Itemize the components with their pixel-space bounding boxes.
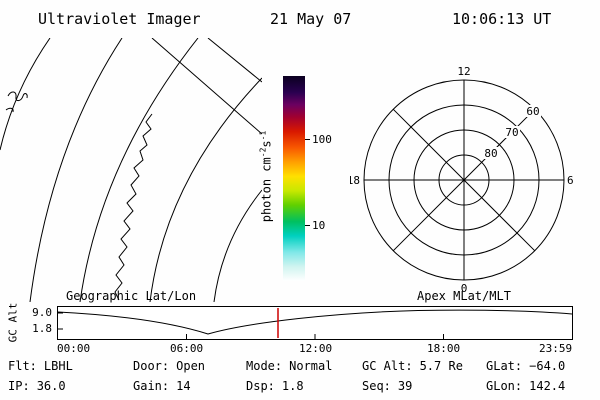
altitude-curve <box>58 309 572 335</box>
mlat-label-60: 60 <box>526 105 539 118</box>
header-time: 10:06:13 UT <box>452 10 552 28</box>
status-glon-value: 142.4 <box>529 379 566 393</box>
coastline-fragment <box>5 91 28 113</box>
page-title: Ultraviolet Imager <box>38 10 201 28</box>
status-door: Door: Open <box>133 359 205 373</box>
status-gain-key: Gain: <box>133 379 170 393</box>
label-mask <box>504 126 520 138</box>
geographic-map <box>0 38 262 302</box>
grid-arc <box>29 38 123 302</box>
status-gain-value: 14 <box>176 379 191 393</box>
status-ip-key: IP: <box>8 379 30 393</box>
status-ip: IP: 36.0 <box>8 379 66 393</box>
status-flt-value: LBHL <box>43 359 73 373</box>
strip-xtick-0: 00:00 <box>57 342 91 355</box>
grid-arc <box>149 77 262 302</box>
status-door-key: Door: <box>133 359 170 373</box>
mlat-label-70: 70 <box>505 126 518 139</box>
grid-meridian <box>151 38 262 135</box>
polar-caption: Apex MLat/MLT <box>417 289 511 303</box>
grid-meridian <box>207 38 262 83</box>
status-mode-value: Normal <box>289 359 333 373</box>
colorbar-label-sup1: -2 <box>258 147 268 158</box>
altitude-chart <box>57 306 573 340</box>
colorbar-label-sup2: -1 <box>258 130 268 141</box>
status-glat: GLat: −64.0 <box>486 359 565 373</box>
colorbar-label: photon cm-2s-1 <box>259 112 274 242</box>
colorbar-label-mid: s <box>259 140 274 148</box>
status-dsp: Dsp: 1.8 <box>246 379 304 393</box>
status-seq: Seq: 39 <box>362 379 412 393</box>
status-gcalt-key: GC Alt: <box>362 359 413 373</box>
colorbar-tick-lower: 10 <box>312 219 326 232</box>
grid-arc <box>79 38 199 302</box>
status-gain: Gain: 14 <box>133 379 191 393</box>
grid-arc <box>0 38 51 151</box>
label-mask <box>483 147 499 159</box>
status-dsp-value: 1.8 <box>281 379 304 393</box>
strip-xtick-4: 23:59 <box>539 342 573 355</box>
strip-xtick-3: 18:00 <box>427 342 461 355</box>
header-date: 21 May 07 <box>270 10 352 28</box>
status-glon: GLon: 142.4 <box>486 379 565 393</box>
status-seq-value: 39 <box>397 379 413 393</box>
colorbar-label-prefix: photon cm <box>259 157 274 223</box>
status-gcalt: GC Alt: 5.7 Re <box>362 359 463 373</box>
mlt-label-18: 18 <box>350 174 360 187</box>
mlat-label-80: 80 <box>484 147 497 160</box>
colorbar-tickmark-upper <box>305 139 310 140</box>
map-caption: Geographic Lat/Lon <box>66 289 197 303</box>
mlt-label-6: 6 <box>567 174 574 187</box>
altitude-chart-plot <box>58 308 572 339</box>
status-flt-key: Flt: <box>8 359 37 373</box>
strip-xtick-2: 12:00 <box>299 342 333 355</box>
colorbar-gradient <box>283 76 305 281</box>
strip-ylabel: GC Alt <box>6 302 20 343</box>
label-mask <box>525 105 541 117</box>
mlt-label-0: 0 <box>461 282 468 294</box>
grid-arc <box>213 189 262 302</box>
coastline <box>114 113 153 301</box>
status-door-value: Open <box>176 359 206 373</box>
status-ip-value: 36.0 <box>36 379 66 393</box>
polar-grid: 80 70 60 12 18 6 0 <box>350 66 574 294</box>
strip-xtick-1: 06:00 <box>170 342 204 355</box>
status-glat-key: GLat: <box>486 359 523 373</box>
strip-ytick-lower: 1.8 <box>32 322 52 335</box>
status-dsp-key: Dsp: <box>246 379 275 393</box>
status-gcalt-value: 5.7 Re <box>419 359 463 373</box>
status-glon-key: GLon: <box>486 379 523 393</box>
status-mode: Mode: Normal <box>246 359 332 373</box>
status-glat-value: −64.0 <box>529 359 566 373</box>
mlt-label-12: 12 <box>457 66 470 78</box>
colorbar-tick-upper: 100 <box>312 133 332 146</box>
status-flt: Flt: LBHL <box>8 359 73 373</box>
colorbar-tickmark-lower <box>305 225 310 226</box>
status-mode-key: Mode: <box>246 359 283 373</box>
strip-ytick-upper: 9.0 <box>32 306 52 319</box>
status-seq-key: Seq: <box>362 379 391 393</box>
